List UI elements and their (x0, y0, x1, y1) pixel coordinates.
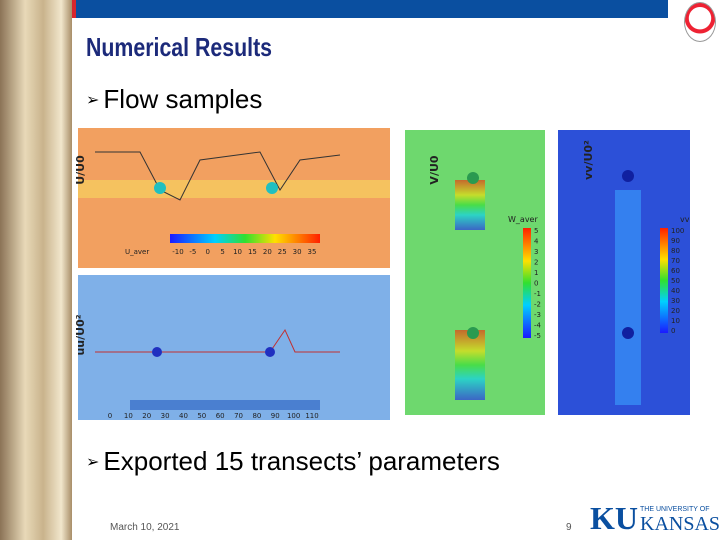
colorbar-tick: 20 (671, 307, 680, 315)
wake (455, 180, 485, 230)
blue-bar (76, 0, 668, 18)
colorbar-tick: -1 (534, 290, 541, 298)
sphere (467, 172, 479, 184)
pillar-image (0, 0, 72, 540)
colorbar-tick: 90 (271, 412, 280, 420)
mascot (684, 2, 716, 42)
colorbar-tick: 25 (278, 248, 287, 256)
axis-label: U/U0 (74, 155, 87, 185)
logo-mark: KU (590, 500, 638, 536)
colorbar-tick: 110 (305, 412, 318, 420)
colorbar-tick: 4 (534, 238, 539, 246)
colorbar-tick: 50 (197, 412, 206, 420)
axis-label: uu/U0² (74, 314, 87, 355)
colorbar-tick: 20 (263, 248, 272, 256)
colorbar-label: W_aver (508, 215, 538, 224)
page-number: 9 (566, 522, 572, 533)
axis-label: V/U0 (428, 155, 441, 184)
colorbar-tick: 0 (108, 412, 112, 420)
sphere (467, 327, 479, 339)
colorbar-tick: 0 (206, 248, 210, 256)
colorbar-tick: 0 (671, 327, 675, 335)
sphere (622, 170, 634, 182)
colorbar-tick: 1 (534, 269, 538, 277)
colorbar-tick: 20 (142, 412, 151, 420)
colorbar-tick: 10 (124, 412, 133, 420)
colorbar-label: U_aver (125, 248, 149, 256)
sphere (622, 327, 634, 339)
colorbar-tick: 100 (287, 412, 300, 420)
colorbar-tick: -5 (189, 248, 196, 256)
colorbar-tick: 90 (671, 237, 680, 245)
colorbar (523, 228, 531, 338)
sphere (265, 347, 275, 357)
colorbar-tick: 80 (252, 412, 261, 420)
logo-line: KANSAS (640, 513, 720, 535)
title: Numerical Results (86, 32, 273, 62)
colorbar-tick: 3 (534, 248, 538, 256)
sphere (266, 182, 278, 194)
colorbar-tick: 50 (671, 277, 680, 285)
colorbar-tick: 30 (671, 297, 680, 305)
colorbar-tick: 0 (534, 280, 538, 288)
axis-label: vv/U0² (582, 140, 595, 180)
bullet: Exported 15 transects’ parameters (86, 446, 499, 477)
colorbar-tick: -3 (534, 311, 541, 319)
colorbar-tick: 10 (671, 317, 680, 325)
colorbar-tick: 80 (671, 247, 680, 255)
colorbar-tick: 15 (248, 248, 257, 256)
colorbar-tick: 5 (534, 227, 538, 235)
colorbar-tick: 60 (671, 267, 680, 275)
colorbar-tick: -4 (534, 322, 542, 330)
colorbar-tick: 5 (220, 248, 224, 256)
colorbar-tick: -10 (172, 248, 183, 256)
profile (95, 151, 341, 201)
colorbar-tick: 60 (216, 412, 225, 420)
colorbar-tick: 40 (179, 412, 188, 420)
colorbar-tick: 100 (671, 227, 684, 235)
colorbar-tick: 70 (671, 257, 680, 265)
colorbar (660, 228, 668, 333)
colorbar-tick: 70 (234, 412, 243, 420)
panel-field (78, 275, 390, 420)
colorbar-tick: -5 (534, 332, 541, 340)
colorbar (170, 234, 320, 243)
logo-line: THE UNIVERSITY OF (640, 506, 710, 513)
colorbar-tick: 30 (161, 412, 170, 420)
colorbar-tick: 40 (671, 287, 680, 295)
wake (78, 180, 390, 198)
profile (95, 328, 340, 353)
colorbar (130, 400, 320, 410)
colorbar-label: vv (680, 215, 690, 224)
wake (455, 330, 485, 400)
sphere (154, 182, 166, 194)
colorbar-tick: 30 (293, 248, 302, 256)
wake (615, 190, 641, 405)
colorbar-tick: 10 (233, 248, 242, 256)
red-bar (72, 0, 76, 18)
colorbar-tick: 35 (308, 248, 317, 256)
colorbar-tick: 2 (534, 259, 538, 267)
colorbar-tick: -2 (534, 301, 541, 309)
footer-date: March 10, 2021 (110, 522, 180, 533)
bullet: Flow samples (86, 84, 262, 115)
sphere (152, 347, 162, 357)
